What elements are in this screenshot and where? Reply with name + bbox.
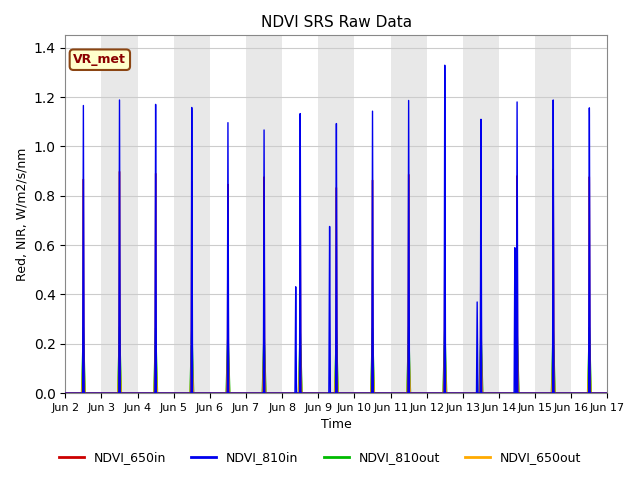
NDVI_810out [89,390,97,396]
NDVI_810in [492,390,500,396]
NDVI_810out [604,390,611,396]
NDVI_810out [382,390,390,396]
NDVI_810out [492,390,500,396]
Legend: NDVI_650in, NDVI_810in, NDVI_810out, NDVI_650out: NDVI_650in, NDVI_810in, NDVI_810out, NDV… [54,446,586,469]
NDVI_650in [406,390,413,396]
NDVI_810out [61,390,69,396]
NDVI_650in [463,390,471,396]
NDVI_810out [406,366,413,372]
Title: NDVI SRS Raw Data: NDVI SRS Raw Data [260,15,412,30]
Bar [390,36,427,393]
NDVI_650out [258,390,266,396]
NDVI_810in [441,62,449,68]
Line: NDVI_650out: NDVI_650out [65,340,607,393]
NDVI_650in [382,390,390,396]
Bar [246,36,282,393]
NDVI_810in [61,390,69,396]
NDVI_810in [258,390,266,396]
NDVI_810out [405,324,413,329]
NDVI_810in [406,390,413,396]
NDVI_650in [604,390,611,396]
NDVI_650in [61,390,69,396]
NDVI_810in [89,390,97,396]
NDVI_650out [604,390,611,396]
NDVI_650in [549,166,557,172]
Y-axis label: Red, NIR, W/m2/s/nm: Red, NIR, W/m2/s/nm [15,147,28,281]
NDVI_650out [89,390,97,396]
Line: NDVI_810out: NDVI_810out [65,326,607,393]
NDVI_650out [463,390,471,396]
Line: NDVI_810in: NDVI_810in [65,65,607,393]
NDVI_650out [406,377,413,383]
NDVI_650out [492,390,500,396]
NDVI_810in [463,390,471,396]
NDVI_650in [89,390,97,396]
Bar [318,36,355,393]
Bar [173,36,210,393]
NDVI_810out [463,390,471,396]
NDVI_650out [61,390,69,396]
Line: NDVI_650in: NDVI_650in [65,169,607,393]
NDVI_650in [258,390,266,396]
Bar [535,36,572,393]
NDVI_650in [492,390,500,396]
NDVI_810in [604,390,611,396]
NDVI_810out [258,390,266,396]
NDVI_650out [382,390,390,396]
Bar [463,36,499,393]
NDVI_810in [382,390,390,396]
NDVI_650out [405,337,413,343]
Text: VR_met: VR_met [74,53,126,66]
Bar [101,36,138,393]
X-axis label: Time: Time [321,419,352,432]
